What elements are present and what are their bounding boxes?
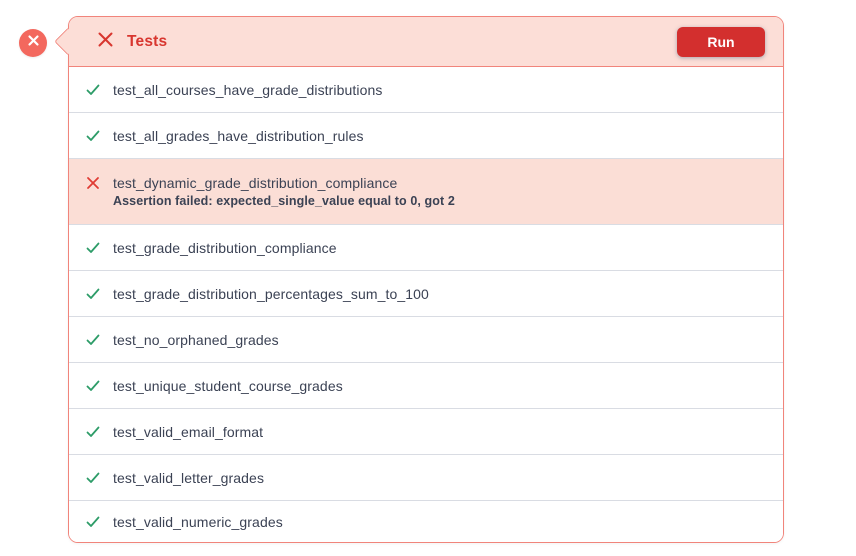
test-row-test_all_courses_have_grade_distributions[interactable]: test_all_courses_have_grade_distribution… — [69, 67, 783, 113]
assertion-message: Assertion failed: expected_single_value … — [113, 194, 455, 208]
test-name: test_valid_numeric_grades — [113, 513, 283, 530]
test-row-main: test_all_courses_have_grade_distribution… — [85, 82, 383, 98]
check-icon — [85, 286, 101, 302]
test-row-test_no_orphaned_grades[interactable]: test_no_orphaned_grades — [69, 317, 783, 363]
test-row-test_dynamic_grade_distribution_compliance[interactable]: test_dynamic_grade_distribution_complian… — [69, 159, 783, 225]
check-icon — [85, 82, 101, 98]
x-icon — [85, 175, 101, 191]
check-icon — [85, 378, 101, 394]
check-icon — [85, 240, 101, 256]
check-icon — [85, 332, 101, 348]
test-row-test_grade_distribution_compliance[interactable]: test_grade_distribution_compliance — [69, 225, 783, 271]
test-row-main: test_all_grades_have_distribution_rules — [85, 128, 364, 144]
run-tests-button[interactable]: Run — [677, 26, 765, 57]
test-row-main: test_unique_student_course_grades — [85, 378, 343, 394]
test-row-main: test_valid_email_format — [85, 424, 263, 440]
close-panel-button[interactable] — [19, 29, 47, 57]
check-icon — [85, 424, 101, 440]
test-row-test_valid_letter_grades[interactable]: test_valid_letter_grades — [69, 455, 783, 501]
test-list: test_all_courses_have_grade_distribution… — [69, 67, 783, 542]
test-row-main: test_valid_numeric_grades — [85, 514, 283, 530]
panel-title: Tests — [127, 32, 168, 50]
test-name: test_no_orphaned_grades — [113, 331, 279, 348]
tests-panel: Tests Run test_all_courses_have_grade_di… — [54, 16, 784, 543]
test-row-test_all_grades_have_distribution_rules[interactable]: test_all_grades_have_distribution_rules — [69, 113, 783, 159]
close-icon — [97, 31, 114, 53]
test-name: test_unique_student_course_grades — [113, 377, 343, 394]
test-row-main: test_dynamic_grade_distribution_complian… — [85, 175, 767, 191]
check-icon — [85, 470, 101, 486]
test-row-main: test_grade_distribution_compliance — [85, 240, 337, 256]
header-close-button[interactable] — [97, 31, 114, 53]
check-icon — [85, 128, 101, 144]
test-row-test_grade_distribution_percentages_sum_to_100[interactable]: test_grade_distribution_percentages_sum_… — [69, 271, 783, 317]
test-row-test_unique_student_course_grades[interactable]: test_unique_student_course_grades — [69, 363, 783, 409]
test-name: test_grade_distribution_compliance — [113, 239, 337, 256]
close-icon — [27, 34, 40, 52]
test-name: test_all_courses_have_grade_distribution… — [113, 81, 383, 98]
tests-panel-header: Tests Run — [54, 17, 783, 67]
test-row-main: test_valid_letter_grades — [85, 470, 264, 486]
test-name: test_valid_email_format — [113, 423, 264, 440]
test-name: test_dynamic_grade_distribution_complian… — [113, 175, 398, 191]
test-row-test_valid_email_format[interactable]: test_valid_email_format — [69, 409, 783, 455]
panel-notch — [54, 28, 81, 55]
test-row-main: test_grade_distribution_percentages_sum_… — [85, 286, 429, 302]
check-icon — [85, 514, 101, 530]
test-name: test_grade_distribution_percentages_sum_… — [113, 285, 429, 302]
test-name: test_valid_letter_grades — [113, 469, 265, 486]
test-row-test_valid_numeric_grades[interactable]: test_valid_numeric_grades — [69, 501, 783, 542]
test-name: test_all_grades_have_distribution_rules — [113, 127, 364, 144]
test-row-main: test_no_orphaned_grades — [85, 332, 279, 348]
